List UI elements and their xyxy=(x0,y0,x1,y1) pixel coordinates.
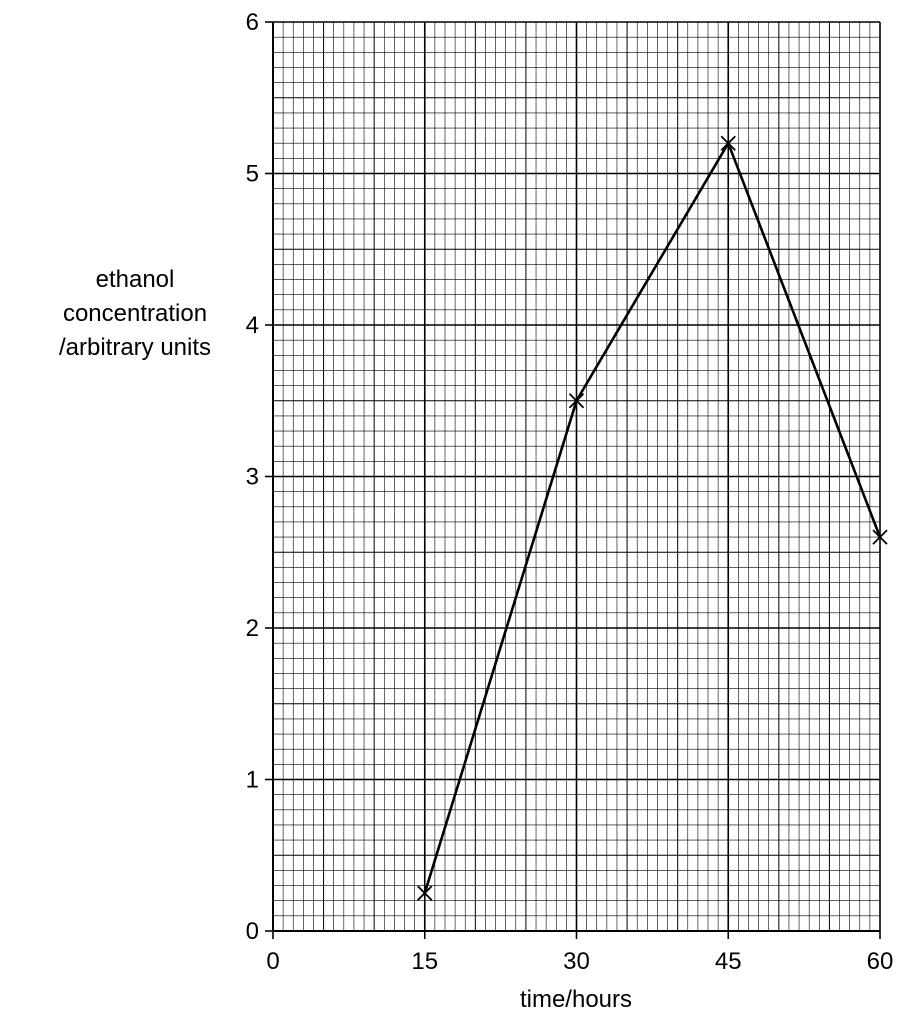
chart-grid xyxy=(272,21,881,932)
data-point-marker xyxy=(568,393,585,409)
data-series xyxy=(417,135,888,901)
marker-stroke xyxy=(568,393,585,409)
y-tick-label: 5 xyxy=(246,161,259,188)
data-point-marker xyxy=(720,135,736,151)
x-tick-labels: 0 15 30 45 60 xyxy=(266,931,893,975)
y-axis-label-line-3: /arbitrary units xyxy=(58,334,212,361)
y-axis-label-line-1: ethanol xyxy=(95,266,175,293)
series-line xyxy=(423,140,882,894)
y-tick-label: 2 xyxy=(246,615,259,642)
y-tick-label: 6 xyxy=(246,9,259,36)
y-axis-label-line-2: concentration xyxy=(62,300,208,327)
y-tick-labels: 0 1 2 3 4 5 6 xyxy=(246,9,273,945)
x-tick-label: 15 xyxy=(411,948,438,975)
x-tick-label: 0 xyxy=(266,948,279,975)
y-tick-label: 3 xyxy=(246,464,259,491)
x-tick-label: 60 xyxy=(867,948,894,975)
marker-stroke xyxy=(417,885,433,901)
y-tick-label: 1 xyxy=(246,767,259,794)
data-point-marker xyxy=(417,885,433,901)
x-tick-label: 30 xyxy=(563,948,590,975)
y-tick-label: 0 xyxy=(246,918,259,945)
marker-stroke xyxy=(872,529,888,545)
x-tick-label: 45 xyxy=(715,948,742,975)
marker-stroke xyxy=(720,135,736,151)
y-tick-label: 4 xyxy=(246,312,259,339)
x-axis-label: time/hours xyxy=(519,986,633,1013)
data-point-marker xyxy=(872,529,888,545)
y-axis-label: ethanol concentration /arbitrary units xyxy=(20,263,250,365)
